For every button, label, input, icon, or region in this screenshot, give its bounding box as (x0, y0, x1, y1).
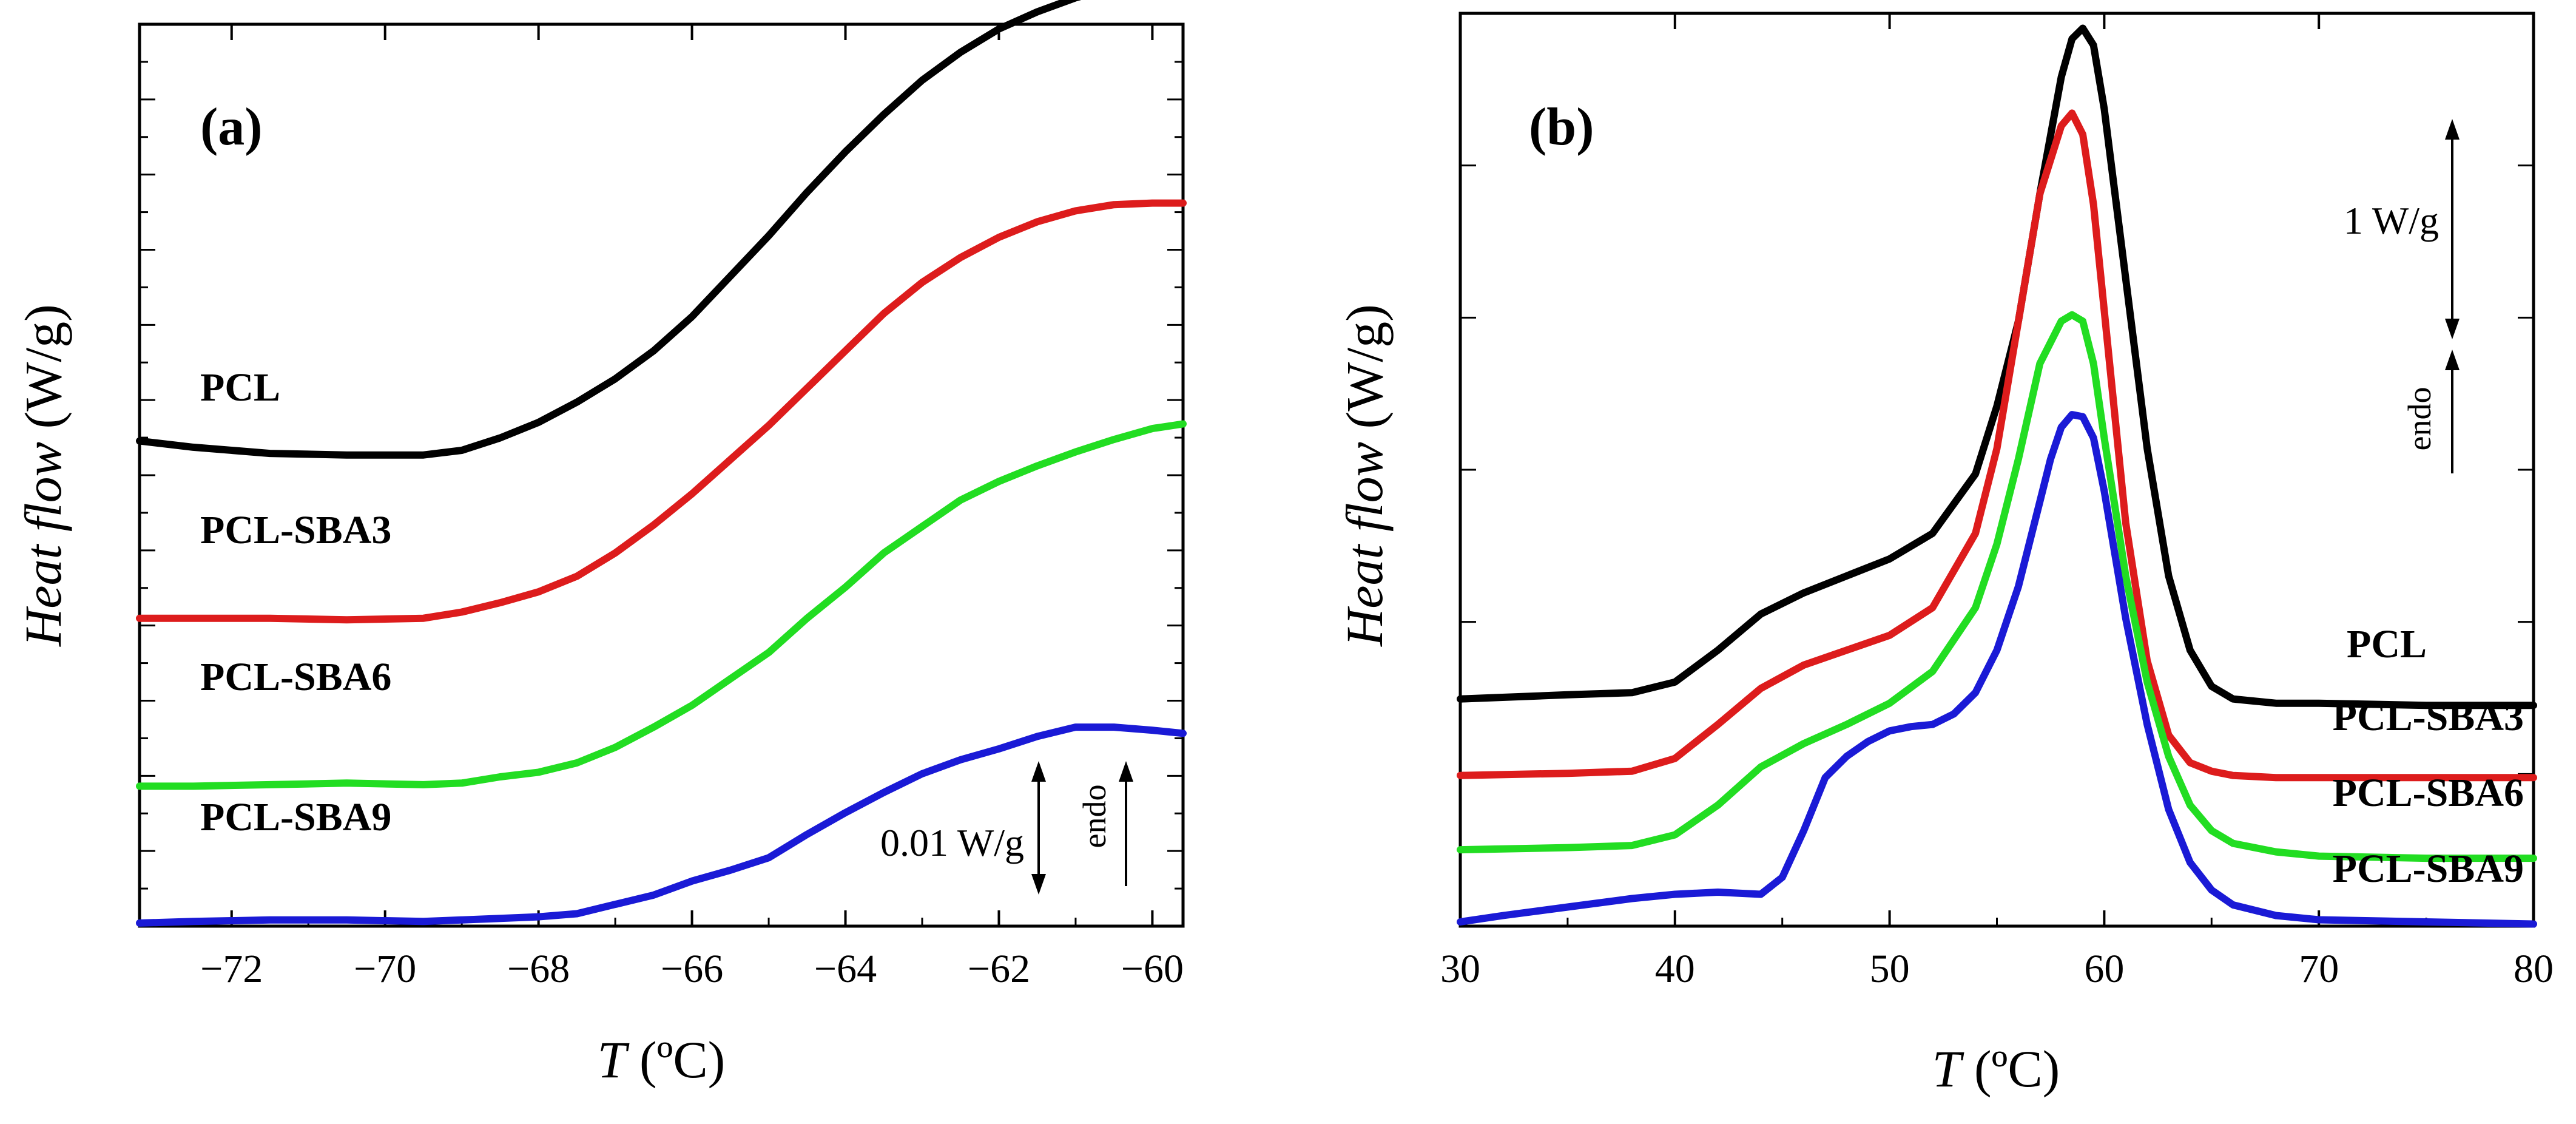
series-label-b-pcl: PCL (2347, 622, 2427, 666)
x-axis-unit-b: (ºC) (1961, 1040, 2060, 1098)
x-tick-label-b-0: 30 (1440, 947, 1480, 991)
endo-a-label: endo (1076, 785, 1113, 848)
y-axis-var-b: Heat flow (1335, 442, 1394, 647)
x-tick-label-b-1: 40 (1655, 947, 1695, 991)
series-label-a-pcl: PCL (200, 365, 280, 410)
series-line-b-1 (1457, 109, 2537, 782)
y-axis-title-b: Heat flow (W/g) (1335, 304, 1394, 647)
x-tick-label-a-3: −66 (661, 947, 723, 991)
y-ticks-b (1460, 164, 2534, 775)
x-tick-label-a-5: −62 (968, 947, 1030, 991)
y-axis-unit-b: (W/g) (1335, 304, 1394, 442)
endo-indicator-a: endo (1076, 761, 1133, 886)
y-axis-title-a: Heat flow (W/g) (14, 304, 72, 647)
scale-bar-b-label: 1 W/g (2344, 199, 2439, 242)
x-tick-label-b-2: 50 (1870, 947, 1910, 991)
series-line-a-1 (136, 199, 1187, 624)
y-axis-var-a: Heat flow (14, 442, 72, 647)
x-tick-label-a-0: −72 (200, 947, 263, 991)
endo-indicator-b: endo (2401, 350, 2460, 473)
x-axis-var-a: T (598, 1031, 630, 1089)
endo-b-label: endo (2401, 387, 2438, 451)
scale-bar-a-arrow-up (1031, 761, 1046, 782)
y-ticks-a (140, 61, 1183, 890)
plot-frame-a (138, 22, 1185, 928)
series-line-b-2 (1457, 311, 2537, 862)
endo-a-arrow (1119, 761, 1133, 782)
x-tick-label-a-2: −68 (507, 947, 570, 991)
x-tick-label-a-1: −70 (354, 947, 416, 991)
series-lines-b (1457, 24, 2537, 928)
series-label-b-sba9: PCL-SBA9 (2333, 847, 2524, 891)
x-axis-unit-a: (ºC) (627, 1031, 726, 1089)
panel-label-b: (b) (1529, 98, 1594, 157)
panel-label-a: (a) (200, 98, 263, 157)
series-line-b-3 (1457, 411, 2537, 928)
scale-bar-b-arrow-up (2445, 119, 2460, 140)
x-axis-title-a: T (ºC) (598, 1031, 726, 1089)
panel-b: (b) T (ºC) Heat flow (W/g) 30 40 50 60 70 80 … (1335, 12, 2554, 1098)
series-lines-a (136, 0, 1187, 927)
endo-b-arrow (2445, 350, 2460, 370)
scale-bar-a-label: 0.01 W/g (880, 821, 1024, 864)
x-tick-label-a-4: −64 (814, 947, 877, 991)
series-label-b-sba6: PCL-SBA6 (2333, 771, 2524, 815)
x-tick-label-b-5: 80 (2514, 947, 2554, 991)
panel-a: (a) T (ºC) Heat flow (W/g) −72 −70 −68 −66−… (14, 0, 1187, 1089)
x-axis-title-b: T (ºC) (1932, 1040, 2060, 1098)
series-label-a-sba6: PCL-SBA6 (200, 655, 391, 699)
x-axis-var-b: T (1932, 1040, 1964, 1098)
x-tick-label-b-4: 70 (2299, 947, 2339, 991)
x-ticks-a: −72 −70 −68 −66 −64 −62 −60 (200, 24, 1184, 991)
x-tick-label-b-3: 60 (2084, 947, 2124, 991)
scale-bar-a: 0.01 W/g (880, 761, 1046, 895)
series-line-a-0 (136, 0, 1082, 459)
series-label-a-sba9: PCL-SBA9 (200, 795, 391, 839)
series-line-a-3 (136, 723, 1187, 927)
series-label-a-sba3: PCL-SBA3 (200, 508, 391, 552)
scale-bar-b: 1 W/g (2344, 119, 2460, 339)
series-line-a-2 (136, 420, 1187, 790)
scale-bar-a-arrow-down (1031, 874, 1046, 895)
series-label-b-sba3: PCL-SBA3 (2333, 695, 2524, 739)
y-axis-unit-a: (W/g) (14, 304, 72, 442)
x-tick-label-a-6: −60 (1121, 947, 1184, 991)
x-ticks-b: 30 40 50 60 70 80 (1440, 13, 2554, 991)
series-line-b-0 (1457, 24, 2537, 709)
scale-bar-b-arrow-down (2445, 319, 2460, 339)
